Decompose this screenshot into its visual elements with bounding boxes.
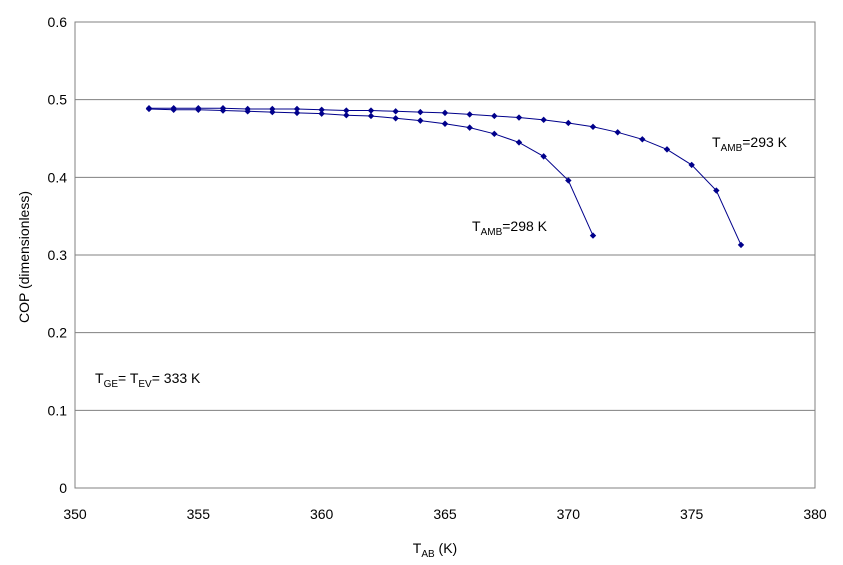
y-tick-label: 0.4 (48, 169, 68, 185)
x-tick-label: 365 (433, 506, 457, 522)
data-point (417, 117, 424, 124)
data-point (515, 114, 523, 121)
x-tick-label: 370 (557, 506, 581, 522)
data-point (589, 123, 597, 131)
y-tick-label: 0.3 (48, 247, 68, 263)
y-tick-label: 0.1 (48, 402, 68, 418)
data-point (688, 161, 695, 169)
x-tick-label: 360 (310, 506, 334, 522)
data-point (392, 108, 399, 115)
data-point (244, 108, 251, 115)
data-point (639, 136, 646, 143)
data-point (540, 153, 547, 160)
data-point (515, 139, 523, 146)
x-tick-label: 355 (187, 506, 211, 522)
data-point (145, 105, 153, 113)
y-tick-label: 0.5 (48, 92, 68, 108)
data-point (491, 112, 498, 120)
data-point (441, 120, 449, 127)
data-point (565, 119, 572, 127)
data-point (663, 146, 671, 153)
data-point (565, 177, 572, 184)
series-label-293: TAMB=293 K (712, 134, 788, 154)
grid-lines (75, 99, 815, 411)
data-point (343, 107, 350, 114)
data-point (417, 108, 424, 116)
x-tick-label: 380 (803, 506, 827, 522)
data-point (491, 130, 498, 138)
data-point (540, 116, 547, 124)
series-1 (145, 105, 597, 239)
series-label-298: TAMB=298 K (472, 218, 548, 238)
data-point (466, 111, 473, 118)
series-layer (145, 105, 745, 249)
x-tick-label: 350 (63, 506, 87, 522)
data-point (343, 112, 350, 119)
y-tick-label: 0.6 (48, 14, 68, 30)
data-point (367, 107, 375, 114)
data-point (293, 105, 301, 113)
data-point (589, 232, 597, 239)
data-point (614, 129, 621, 136)
data-point (466, 124, 473, 131)
x-axis-ticks: 350 355 360 365 370 375 380 (63, 506, 827, 522)
conditions-annotation: TGE= TEV= 333 K (95, 370, 201, 390)
y-axis-ticks: 0 0.1 0.2 0.3 0.4 0.5 0.6 (48, 14, 68, 496)
y-tick-label: 0 (59, 480, 67, 496)
data-point (737, 241, 745, 249)
data-point (318, 106, 325, 113)
data-point (441, 109, 449, 117)
data-point (367, 112, 375, 120)
data-point (318, 110, 325, 117)
data-point (170, 106, 177, 113)
y-tick-label: 0.2 (48, 325, 68, 341)
data-point (293, 109, 301, 117)
x-axis-label: TAB (K) (413, 540, 457, 560)
data-point (713, 187, 720, 194)
x-tick-label: 375 (680, 506, 704, 522)
data-point (219, 107, 227, 114)
y-axis-label: COP (dimensionless) (16, 191, 32, 323)
data-point (269, 108, 276, 116)
data-point (392, 115, 399, 122)
data-point (195, 106, 202, 113)
